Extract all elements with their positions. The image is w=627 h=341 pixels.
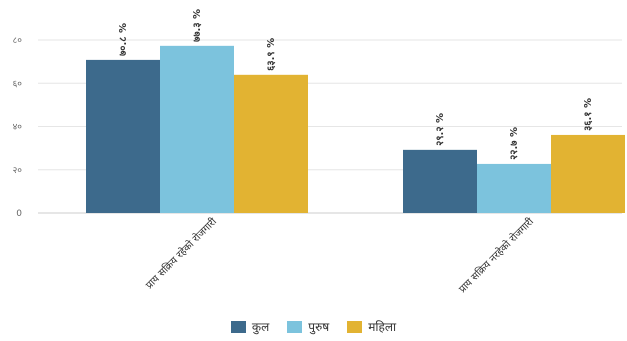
data-label: ६३.९ % [266,38,277,71]
y-tick-label: 0 [16,209,22,219]
bar [234,74,308,213]
bar [403,149,477,213]
y-tick-label: ८० [13,36,23,46]
bar [160,45,234,214]
data-label: २२.७ % [509,127,520,160]
legend-label-female: महिला [368,320,397,334]
legend: कुल पुरुष महिला [0,318,627,335]
bar [551,134,625,213]
legend-swatch-female [347,320,363,333]
legend-swatch-male [287,320,303,333]
bar [86,59,160,213]
data-label: ३६.१ % [583,98,594,131]
bar-chart: 0 २० ४० ६० ८० ७०.८ % ७७.३ % ६३.९ % प्राय सक्रिय … [13,9,625,295]
y-tick-label: ६० [13,79,23,89]
legend-item-male[interactable]: पुरुष [287,318,329,335]
x-tick-label: प्राय सक्रिय नरहेको रोजगारी [456,215,536,295]
y-tick-label: ४० [13,123,23,133]
legend-label-male: पुरुष [308,320,330,334]
legend-label-total: कुल [251,320,270,334]
data-label: ७०.८ % [118,23,129,56]
x-tick-label: प्राय सक्रिय रहेको रोजगारी [143,215,219,291]
legend-item-total[interactable]: कुल [230,318,270,335]
legend-item-female[interactable]: महिला [347,318,396,335]
data-label: २९.२ % [435,113,446,146]
legend-swatch-total [230,320,246,333]
y-tick-label: २० [13,166,23,176]
bar [477,163,551,213]
data-label: ७७.३ % [192,9,203,42]
